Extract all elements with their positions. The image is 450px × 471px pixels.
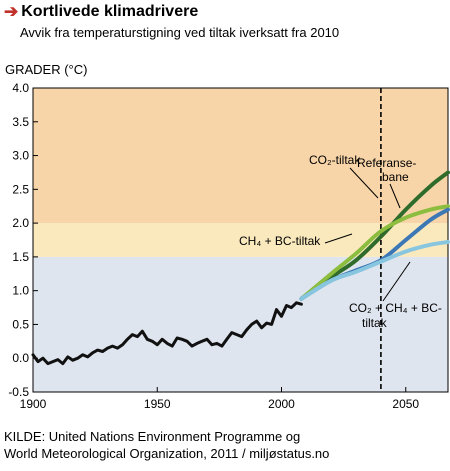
- y-tick-label-3: 1.0: [12, 284, 29, 298]
- annotation-combined-label-1: CO₂ + CH₄ + BC-: [349, 301, 442, 315]
- source-credit: KILDE: United Nations Environment Progra…: [4, 428, 329, 462]
- pointer-combined: [382, 261, 411, 302]
- plot-frame: [32, 87, 449, 393]
- y-tick-label-6: 2.5: [12, 182, 29, 196]
- background-band-0: [33, 256, 448, 392]
- annotation-co2-label: CO₂-tiltak: [309, 153, 361, 167]
- x-tick-label-1: 1950: [144, 397, 171, 411]
- y-tick-label-4: 1.5: [12, 250, 29, 264]
- pointer-co2: [349, 167, 379, 199]
- series-line-4: [299, 240, 450, 301]
- y-tick-label-0: -0.5: [8, 385, 29, 399]
- series-line-1: [299, 170, 450, 301]
- y-tick-label-7: 3.0: [12, 149, 29, 163]
- annotation-reference-label-2: bane: [382, 170, 409, 184]
- background-band-2: [33, 88, 448, 224]
- annotation-combined-label-2: tiltak: [362, 316, 388, 330]
- x-tick-label-3: 2050: [392, 397, 419, 411]
- arrow-right-icon: ➔: [4, 2, 19, 21]
- source-line-2: World Meteorological Organization, 2011 …: [4, 446, 330, 461]
- chart-title: Kortlivede klimadrivere: [21, 3, 199, 20]
- annotation-ch4-bc-label: CH₄ + BC-tiltak: [239, 234, 321, 248]
- y-axis-label: GRADER (°C): [5, 62, 88, 77]
- y-tick-label-9: 4.0: [12, 81, 29, 95]
- chart-header: ➔ Kortlivede klimadrivere: [4, 2, 198, 22]
- y-tick-label-8: 3.5: [12, 115, 29, 129]
- pointer-reference: [389, 183, 401, 209]
- annotation-reference-label-1: Referanse-: [357, 156, 416, 170]
- chart-subtitle: Avvik fra temperaturstigning ved tiltak …: [20, 25, 340, 40]
- pointer-ch4-bc: [324, 233, 353, 244]
- series-line-2: [299, 204, 450, 301]
- series-line-0: [31, 301, 303, 366]
- y-tick-label-1: 0.0: [12, 351, 29, 365]
- y-tick-label-5: 2.0: [12, 216, 29, 230]
- x-tick-label-2: 2000: [268, 397, 295, 411]
- y-tick-label-2: 0.5: [12, 317, 29, 331]
- x-tick-label-0: 1900: [20, 397, 47, 411]
- source-line-1: KILDE: United Nations Environment Progra…: [4, 429, 301, 444]
